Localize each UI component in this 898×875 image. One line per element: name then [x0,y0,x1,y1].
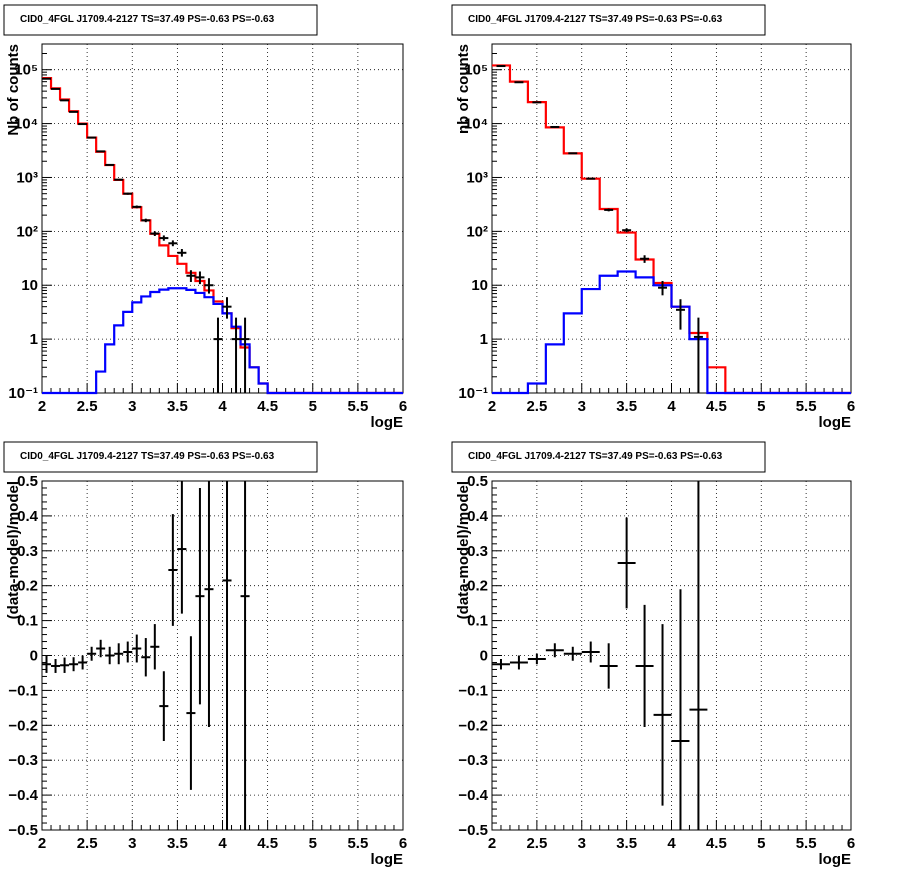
x-tick-label: 2 [488,398,496,415]
x-axis-title: logE [371,414,404,431]
y-tick-label: −0.5 [458,822,488,839]
x-tick-label: 6 [399,835,407,852]
x-tick-label: 5.5 [796,398,817,415]
y-tick-label: 0.5 [467,473,488,490]
y-tick-label: 10⁴ [14,116,38,133]
x-tick-label: 5.5 [796,835,817,852]
plot-frame [41,43,404,394]
y-axis-title: (data-model)/model [5,481,22,619]
x-tick-label: 3 [578,398,586,415]
chart-panel-2: 2 2.5 3 3.5 4 4.5 5 5.5 6 10⁻¹ 1 10 10² 10³ 10⁴ 10⁵ CID0… [451,4,855,431]
y-tick-label: 10⁻¹ [458,385,488,402]
x-tick-label: 6 [847,398,855,415]
source-histogram [42,287,403,395]
chart-panel-1: 2 2.5 3 3.5 4 4.5 5 5.5 6 10⁻¹ 1 10 10² 10³ 10⁴ 10⁵ CID0… [3,4,407,431]
y-axis-title: (data-model)/model [455,481,472,619]
y-tick-label: 10 [471,277,488,294]
x-tick-label: 4.5 [706,835,727,852]
y-tick-label: −0.3 [8,752,38,769]
x-tick-label: 5.5 [347,398,368,415]
chart-panel-4: 2 2.5 3 3.5 4 4.5 5 5.5 6 −0.5 −0.4 −0.3 −0.2 −0.1 0 0.… [451,441,855,868]
y-tick-label: −0.2 [8,717,38,734]
source-histogram [492,270,851,395]
x-tick-label: 3.5 [616,398,637,415]
title-box [3,4,318,36]
title-box [451,4,766,36]
x-tick-label: 3.5 [167,835,188,852]
chart-title: CID0_4FGL J1709.4-2127 TS=37.49 PS=-0.63… [20,14,275,25]
y-tick-label: 0.3 [467,543,488,560]
y-axis-title: nb of counts [455,44,472,134]
x-axis-title: logE [371,851,404,868]
y-axis-title: Nb of counts [5,44,22,136]
y-tick-label: −0.2 [458,717,488,734]
x-tick-label: 5 [757,398,765,415]
y-tick-label: −0.4 [458,787,488,804]
y-tick-label: 0.4 [467,508,489,525]
x-tick-label: 2 [38,398,46,415]
x-tick-label: 3 [128,835,136,852]
x-tick-label: 4.5 [257,398,278,415]
y-tick-label: 0.2 [467,578,488,595]
x-tick-label: 4 [667,835,676,852]
x-tick-label: 5 [309,398,317,415]
x-tick-label: 2.5 [77,835,98,852]
x-tick-label: 4.5 [257,835,278,852]
y-tick-label: 0.3 [17,543,38,560]
y-tick-label: −0.1 [458,682,488,699]
x-tick-label: 4 [218,398,227,415]
x-tick-label: 4 [218,835,227,852]
y-tick-label: 10⁻¹ [8,385,38,402]
x-tick-label: 4 [667,398,676,415]
x-tick-label: 2.5 [526,398,547,415]
x-tick-label: 5.5 [347,835,368,852]
y-tick-label: 10³ [466,169,488,186]
x-tick-label: 5 [757,835,765,852]
y-tick-label: 0.5 [17,473,38,490]
chart-title: CID0_4FGL J1709.4-2127 TS=37.49 PS=-0.63… [468,14,723,25]
x-tick-label: 2 [488,835,496,852]
y-tick-label: 10² [16,223,38,240]
x-tick-label: 5 [309,835,317,852]
y-tick-label: 10⁵ [464,62,488,79]
y-tick-label: 0.1 [467,613,488,630]
x-tick-label: 2.5 [526,835,547,852]
y-tick-label: 1 [480,331,488,348]
y-tick-label: 10⁴ [464,116,488,133]
y-tick-label: 10² [466,223,488,240]
x-tick-label: 2.5 [77,398,98,415]
x-tick-label: 3 [128,398,136,415]
y-tick-label: −0.4 [8,787,38,804]
y-tick-label: 0.4 [17,508,39,525]
title-box [3,441,318,473]
x-tick-label: 2 [38,835,46,852]
y-tick-label: 0 [480,648,488,665]
x-tick-label: 3.5 [616,835,637,852]
x-tick-label: 3 [578,835,586,852]
y-tick-label: 10³ [16,169,38,186]
chart-title: CID0_4FGL J1709.4-2127 TS=37.49 PS=-0.63… [20,451,275,462]
y-tick-label: −0.1 [8,682,38,699]
y-tick-label: 1 [30,331,38,348]
y-tick-label: 0.1 [17,613,38,630]
x-tick-label: 4.5 [706,398,727,415]
x-tick-label: 6 [847,835,855,852]
x-tick-label: 3.5 [167,398,188,415]
x-axis-title: logE [819,851,852,868]
y-tick-label: 0 [30,648,38,665]
chart-title: CID0_4FGL J1709.4-2127 TS=37.49 PS=-0.63… [468,451,723,462]
y-tick-label: −0.3 [458,752,488,769]
plot-frame [491,480,852,831]
y-tick-label: 0.2 [17,578,38,595]
x-axis-title: logE [819,414,852,431]
title-box [451,441,766,473]
y-tick-label: 10 [21,277,38,294]
y-tick-label: 10⁵ [14,62,38,79]
chart-panel-3: 2 2.5 3 3.5 4 4.5 5 5.5 6 −0.5 −0.4 −0.3 −0.2 −0.1 0 0.… [3,441,407,868]
plot-frame [491,43,852,394]
y-tick-label: −0.5 [8,822,38,839]
x-tick-label: 6 [399,398,407,415]
